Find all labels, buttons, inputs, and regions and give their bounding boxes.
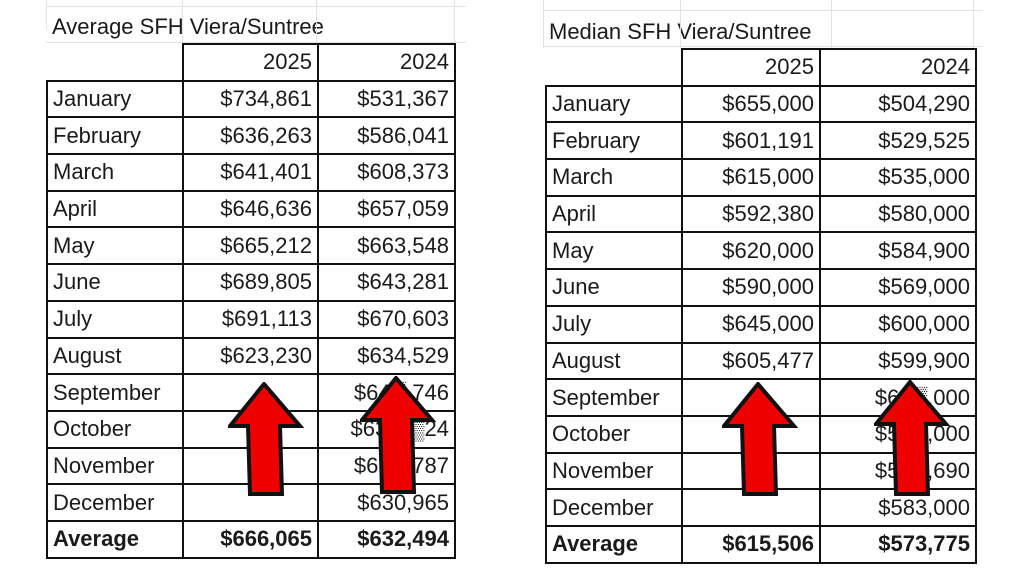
value-2025-cell[interactable]: $645,000 xyxy=(681,304,821,344)
month-cell[interactable]: June xyxy=(545,268,683,307)
table-row: August $605,477 $599,900 xyxy=(545,341,977,381)
total-label[interactable]: Average xyxy=(545,524,683,564)
value-2024-cell[interactable]: $670,603 xyxy=(317,299,456,339)
value-2024-cell[interactable]: $643,281 xyxy=(317,263,456,302)
value-2024-cell[interactable]: $663,548 xyxy=(317,226,456,266)
table-row: May $620,000 $584,900 xyxy=(545,231,977,271)
table-row: March $641,401 $608,373 xyxy=(46,153,456,192)
value-2025-cell[interactable]: $615,000 xyxy=(681,158,821,197)
table-row: March $615,000 $535,000 xyxy=(545,158,977,197)
month-cell[interactable]: March xyxy=(545,158,683,197)
average-row: Average $666,065 $632,494 xyxy=(46,519,456,559)
table-row: May $665,212 $663,548 xyxy=(46,226,456,266)
up-arrow-icon xyxy=(228,382,305,496)
average-row: Average $615,506 $573,775 xyxy=(545,524,977,564)
month-cell[interactable]: September xyxy=(46,373,184,412)
value-2024-cell[interactable]: $657,059 xyxy=(317,189,456,229)
value-2025-cell[interactable]: $590,000 xyxy=(681,268,821,307)
table-row: July $691,113 $670,603 xyxy=(46,299,456,339)
up-arrow-icon xyxy=(722,382,799,496)
total-2024[interactable]: $632,494 xyxy=(317,519,456,559)
month-cell[interactable]: May xyxy=(46,226,184,266)
month-cell[interactable]: August xyxy=(46,336,184,376)
value-2024-cell[interactable]: $569,000 xyxy=(819,268,977,307)
table-row: January $734,861 $531,367 xyxy=(46,79,456,119)
value-2025-cell[interactable]: $601,191 xyxy=(681,121,821,161)
table-row: January $655,000 $504,290 xyxy=(545,84,977,124)
up-arrow-icon xyxy=(360,376,437,494)
month-cell[interactable]: January xyxy=(46,79,184,119)
header-2024[interactable]: 2024 xyxy=(317,43,456,82)
month-cell[interactable]: December xyxy=(46,483,184,522)
table-row: February $601,191 $529,525 xyxy=(545,121,977,161)
header-2024[interactable]: 2024 xyxy=(819,48,977,87)
table-row: July $645,000 $600,000 xyxy=(545,304,977,344)
value-2025-cell[interactable]: $605,477 xyxy=(681,341,821,381)
table-row: April $592,380 $580,000 xyxy=(545,194,977,234)
table-row: August $623,230 $634,529 xyxy=(46,336,456,376)
value-2024-cell[interactable]: $600,000 xyxy=(819,304,977,344)
month-cell[interactable]: September xyxy=(545,378,683,417)
header-row: 2025 2024 xyxy=(546,48,977,87)
total-label[interactable]: Average xyxy=(46,519,184,559)
month-cell[interactable]: January xyxy=(545,84,683,124)
total-2024[interactable]: $573,775 xyxy=(819,524,977,564)
sheet-title: Median SFH Viera/Suntree xyxy=(549,19,812,44)
value-2025-cell[interactable]: $691,113 xyxy=(182,299,319,339)
value-2024-cell[interactable]: $608,373 xyxy=(317,153,456,192)
value-2025-cell[interactable]: $641,401 xyxy=(182,153,319,192)
month-cell[interactable]: April xyxy=(545,194,683,234)
header-blank-cell xyxy=(546,49,683,87)
value-2024-cell[interactable]: $535,000 xyxy=(819,158,977,197)
value-2024-cell[interactable]: $531,367 xyxy=(317,79,456,119)
header-2025[interactable]: 2025 xyxy=(182,43,319,82)
value-2024-cell[interactable]: $599,900 xyxy=(819,341,977,381)
value-2025-cell[interactable]: $646,636 xyxy=(182,189,319,229)
month-cell[interactable]: November xyxy=(46,446,184,486)
month-cell[interactable]: May xyxy=(545,231,683,271)
header-2025[interactable]: 2025 xyxy=(681,48,821,87)
table-row: June $689,805 $643,281 xyxy=(46,263,456,302)
month-cell[interactable]: March xyxy=(46,153,184,192)
value-2025-cell[interactable]: $689,805 xyxy=(182,263,319,302)
value-2025-cell[interactable]: $623,230 xyxy=(182,336,319,376)
value-2024-cell[interactable]: $586,041 xyxy=(317,116,456,156)
value-2024-cell[interactable]: $634,529 xyxy=(317,336,456,376)
header-row: 2025 2024 xyxy=(47,43,456,82)
total-2025[interactable]: $666,065 xyxy=(182,519,319,559)
month-cell[interactable]: August xyxy=(545,341,683,381)
value-2025-cell[interactable]: $655,000 xyxy=(681,84,821,124)
median-price-table: 2025 2024 January $655,000 $504,290 Februar… xyxy=(545,48,977,564)
month-cell[interactable]: February xyxy=(46,116,184,156)
median-sfh-sheet: Median SFH Viera/Suntree 2025 2024 Janua… xyxy=(543,0,983,576)
month-cell[interactable]: July xyxy=(545,304,683,344)
value-2024-cell[interactable]: $504,290 xyxy=(819,84,977,124)
table-row: April $646,636 $657,059 xyxy=(46,189,456,229)
month-cell[interactable]: October xyxy=(46,409,184,449)
total-2025[interactable]: $615,506 xyxy=(681,524,821,564)
sheet-title: Average SFH Viera/Suntree xyxy=(52,14,324,39)
up-arrow-icon xyxy=(874,380,951,496)
value-2025-cell[interactable]: $665,212 xyxy=(182,226,319,266)
month-cell[interactable]: June xyxy=(46,263,184,302)
value-2024-cell[interactable]: $529,525 xyxy=(819,121,977,161)
header-blank-cell xyxy=(47,44,184,82)
month-cell[interactable]: October xyxy=(545,414,683,454)
month-cell[interactable]: April xyxy=(46,189,184,229)
month-cell[interactable]: November xyxy=(545,451,683,491)
value-2024-cell[interactable]: $580,000 xyxy=(819,194,977,234)
value-2025-cell[interactable]: $636,263 xyxy=(182,116,319,156)
value-2025-cell[interactable]: $620,000 xyxy=(681,231,821,271)
table-row: June $590,000 $569,000 xyxy=(545,268,977,307)
value-2025-cell[interactable] xyxy=(182,483,319,522)
value-2025-cell[interactable]: $734,861 xyxy=(182,79,319,119)
month-cell[interactable]: December xyxy=(545,488,683,527)
month-cell[interactable]: February xyxy=(545,121,683,161)
table-row: February $636,263 $586,041 xyxy=(46,116,456,156)
month-cell[interactable]: July xyxy=(46,299,184,339)
value-2025-cell[interactable]: $592,380 xyxy=(681,194,821,234)
value-2024-cell[interactable]: $584,900 xyxy=(819,231,977,271)
